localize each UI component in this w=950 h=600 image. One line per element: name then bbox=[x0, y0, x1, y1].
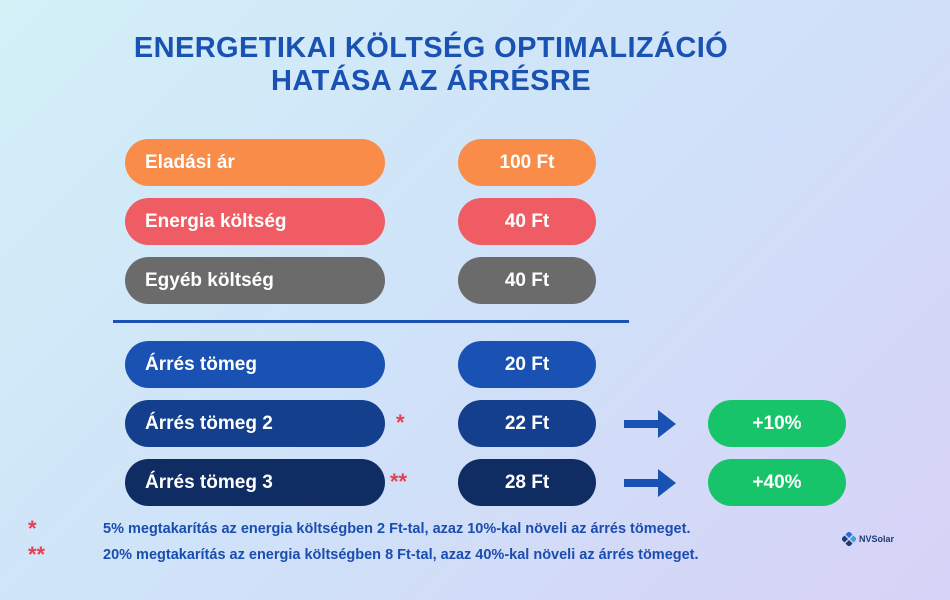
other-cost-label: Egyéb költség bbox=[125, 257, 385, 304]
margin-2-change: +10% bbox=[708, 400, 846, 447]
margin-2-label: Árrés tömeg 2 bbox=[125, 400, 385, 447]
nvsolar-logo-icon bbox=[842, 532, 856, 546]
footnote-1-text: 5% megtakarítás az energia költségben 2 … bbox=[103, 521, 691, 537]
title-line-2: HATÁSA AZ ÁRRÉSRE bbox=[271, 65, 591, 97]
arrow-right-icon bbox=[624, 410, 676, 438]
logo: NVSolar bbox=[842, 532, 894, 546]
sales-price-label: Eladási ár bbox=[125, 139, 385, 186]
sales-price-value: 100 Ft bbox=[458, 139, 596, 186]
margin-3-label: Árrés tömeg 3 bbox=[125, 459, 385, 506]
logo-text: NVSolar bbox=[859, 534, 895, 544]
arrow-right-icon bbox=[624, 469, 676, 497]
footnote-2-text: 20% megtakarítás az energia költségben 8… bbox=[103, 547, 699, 563]
margin-value: 20 Ft bbox=[458, 341, 596, 388]
margin-3-value: 28 Ft bbox=[458, 459, 596, 506]
footnote-1-mark: * bbox=[28, 516, 37, 541]
margin-2-value: 22 Ft bbox=[458, 400, 596, 447]
margin-2-asterisk: * bbox=[396, 410, 405, 435]
other-cost-value: 40 Ft bbox=[458, 257, 596, 304]
title-line-1: ENERGETIKAI KÖLTSÉG OPTIMALIZÁCIÓ bbox=[133, 32, 729, 64]
divider-line bbox=[113, 320, 629, 323]
energy-cost-label: Energia költség bbox=[125, 198, 385, 245]
energy-cost-value: 40 Ft bbox=[458, 198, 596, 245]
footnote-2-mark: ** bbox=[28, 542, 46, 567]
margin-3-asterisk: ** bbox=[390, 469, 408, 494]
page-title: ENERGETIKAI KÖLTSÉG OPTIMALIZÁCIÓ HATÁSA… bbox=[0, 32, 862, 98]
margin-label: Árrés tömeg bbox=[125, 341, 385, 388]
margin-3-change: +40% bbox=[708, 459, 846, 506]
